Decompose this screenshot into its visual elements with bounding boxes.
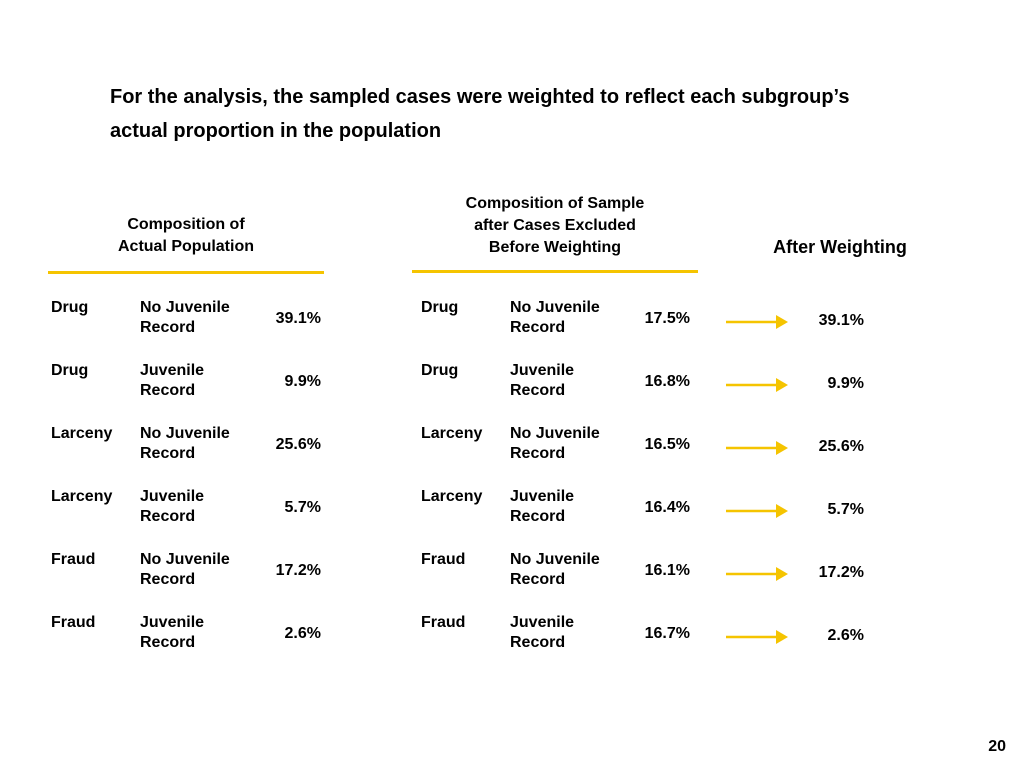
row-record: Juvenile Record [510,614,575,651]
row-category: Larceny [51,488,113,505]
row-percent: 16.1% [644,562,690,579]
after-weighting-value: 39.1% [818,312,864,329]
row-record: No Juvenile Record [510,425,600,462]
right-arrow-icon [726,630,788,644]
row-record: No Juvenile Record [510,551,600,588]
row-category: Fraud [51,551,96,568]
row-category: Drug [51,362,89,379]
list-item: 39.1% [720,310,870,334]
row-record: No Juvenile Record [510,299,600,336]
right-arrow-icon [726,441,788,455]
population-header-line-1: Composition of [127,216,245,233]
list-item: 2.6% [720,625,870,649]
sample-header: Composition of Sample after Cases Exclud… [412,193,698,259]
after-weighting-header: After Weighting [773,237,907,257]
row-percent: 16.4% [644,499,690,516]
row-category: Fraud [51,614,96,631]
right-arrow-icon [726,504,788,518]
row-category: Drug [421,299,459,316]
after-weighting-value: 2.6% [827,627,864,644]
row-percent: 9.9% [284,373,321,390]
row-percent: 2.6% [284,625,321,642]
row-category: Drug [421,362,459,379]
row-percent: 5.7% [284,499,321,516]
sample-header-rule [412,270,698,273]
row-record: Juvenile Record [140,614,205,651]
row-category: Larceny [51,425,113,442]
row-record: Juvenile Record [510,488,575,525]
row-category: Fraud [421,551,466,568]
row-record: Juvenile Record [140,362,205,399]
list-item: 9.9% [720,373,870,397]
right-arrow-icon [726,378,788,392]
row-record: No Juvenile Record [140,425,230,462]
row-category: Drug [51,299,89,316]
row-percent: 17.2% [275,562,321,579]
population-header-rule [48,271,324,274]
right-arrow-icon [726,567,788,581]
population-header-line-2: Actual Population [118,238,254,255]
sample-header-line-1: Composition of Sample [465,195,645,212]
sample-header-line-3: Before Weighting [488,239,622,256]
right-arrow-icon [726,315,788,329]
list-item: 25.6% [720,436,870,460]
row-record: No Juvenile Record [140,551,230,588]
population-header: Composition of Actual Population [48,214,324,258]
row-percent: 17.5% [644,310,690,327]
row-category: Larceny [421,488,483,505]
sample-header-line-2: after Cases Excluded [474,217,636,234]
after-weighting-value: 9.9% [827,375,864,392]
row-record: Juvenile Record [140,488,205,525]
page-number: 20 [988,738,1006,755]
row-record: Juvenile Record [510,362,575,399]
row-percent: 39.1% [275,310,321,327]
row-percent: 25.6% [275,436,321,453]
after-weighting-value: 5.7% [827,501,864,518]
list-item: 17.2% [720,562,870,586]
row-category: Fraud [421,614,466,631]
row-percent: 16.8% [644,373,690,390]
after-weighting-value: 25.6% [818,438,864,455]
list-item: 5.7% [720,499,870,523]
after-weighting-value: 17.2% [818,564,864,581]
row-percent: 16.7% [644,625,690,642]
slide-title: For the analysis, the sampled cases were… [110,86,850,142]
row-category: Larceny [421,425,483,442]
row-record: No Juvenile Record [140,299,230,336]
row-percent: 16.5% [644,436,690,453]
